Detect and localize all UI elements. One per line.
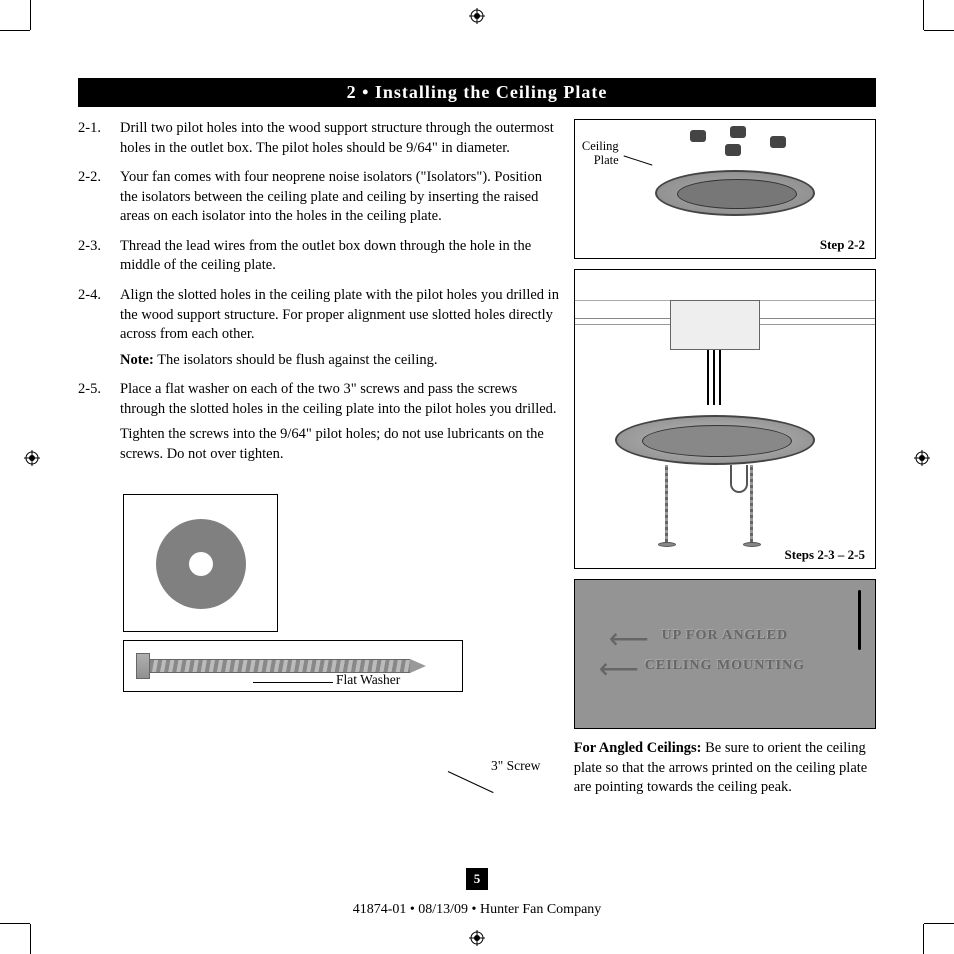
figure-caption: Step 2-2 bbox=[816, 236, 869, 254]
flat-washer-figure bbox=[123, 494, 278, 632]
screw-icon bbox=[750, 465, 753, 545]
isolator-icon bbox=[770, 136, 786, 148]
callout-line bbox=[253, 682, 333, 683]
screw-figure bbox=[123, 640, 463, 692]
crop-mark bbox=[923, 0, 924, 30]
note-label: Note: bbox=[120, 352, 154, 368]
figures-column: Ceiling Plate Step 2-2 bbox=[574, 119, 876, 798]
figure-caption: Steps 2-3 – 2-5 bbox=[780, 546, 869, 564]
registration-mark-icon bbox=[469, 930, 485, 946]
plate-inner-icon bbox=[677, 179, 797, 209]
wire-icon bbox=[858, 590, 861, 650]
instructions-column: 2-1. Drill two pilot holes into the wood… bbox=[78, 119, 562, 798]
callout-line bbox=[623, 155, 652, 165]
crop-mark bbox=[0, 923, 30, 924]
figure-steps-2-3-2-5: Steps 2-3 – 2-5 bbox=[574, 269, 876, 569]
step-text: Align the slotted holes in the ceiling p… bbox=[120, 286, 562, 370]
figure-step-2-2: Ceiling Plate Step 2-2 bbox=[574, 119, 876, 259]
hook-icon bbox=[730, 465, 748, 493]
step-2-1: 2-1. Drill two pilot holes into the wood… bbox=[78, 119, 562, 158]
step-2-4: 2-4. Align the slotted holes in the ceil… bbox=[78, 286, 562, 370]
flat-washer-label: Flat Washer bbox=[336, 672, 400, 688]
registration-mark-icon bbox=[24, 450, 40, 466]
outlet-box-icon bbox=[670, 300, 760, 350]
crop-mark bbox=[0, 30, 30, 31]
content-columns: 2-1. Drill two pilot holes into the wood… bbox=[78, 107, 876, 798]
crop-mark bbox=[30, 0, 31, 30]
washer-icon bbox=[743, 542, 761, 547]
step-number: 2-4. bbox=[78, 286, 120, 370]
page-number: 5 bbox=[466, 868, 488, 890]
wire-icon bbox=[707, 350, 709, 405]
isolator-icon bbox=[725, 144, 741, 156]
plate-engraving-text: CEILING MOUNTING bbox=[575, 658, 875, 674]
step-text: Your fan comes with four neoprene noise … bbox=[120, 168, 562, 227]
step-body-text: Align the slotted holes in the ceiling p… bbox=[120, 287, 559, 342]
registration-mark-icon bbox=[469, 8, 485, 24]
step-2-3: 2-3. Thread the lead wires from the outl… bbox=[78, 237, 562, 276]
isolator-icon bbox=[730, 126, 746, 138]
angled-bold: For Angled Ceilings: bbox=[574, 740, 705, 756]
page-content: 2 • Installing the Ceiling Plate 2-1. Dr… bbox=[78, 78, 876, 904]
step-extra-text: Tighten the screws into the 9/64" pilot … bbox=[120, 425, 562, 464]
step-2-5: 2-5. Place a flat washer on each of the … bbox=[78, 380, 562, 464]
isolator-icon bbox=[690, 130, 706, 142]
washer-icon bbox=[156, 519, 246, 609]
step-number: 2-2. bbox=[78, 168, 120, 227]
washer-icon bbox=[658, 542, 676, 547]
note-text: The isolators should be flush against th… bbox=[154, 352, 438, 368]
step-text: Place a flat washer on each of the two 3… bbox=[120, 380, 562, 464]
wire-icon bbox=[713, 350, 715, 405]
wire-icon bbox=[719, 350, 721, 405]
screw-head-icon bbox=[136, 653, 150, 679]
plate-inner-icon bbox=[642, 425, 792, 457]
screw-tip-icon bbox=[410, 659, 426, 673]
plate-engraving-text: UP FOR ANGLED bbox=[575, 628, 875, 644]
step-body-text: Place a flat washer on each of the two 3… bbox=[120, 381, 557, 417]
screw-icon bbox=[665, 465, 668, 545]
step-number: 2-5. bbox=[78, 380, 120, 464]
angled-ceiling-note: For Angled Ceilings: Be sure to orient t… bbox=[574, 739, 876, 798]
step-number: 2-3. bbox=[78, 237, 120, 276]
crop-mark bbox=[924, 923, 954, 924]
ceiling-plate-icon bbox=[655, 170, 815, 216]
screw-label: 3" Screw bbox=[491, 758, 540, 774]
crop-mark bbox=[30, 924, 31, 954]
step-text: Drill two pilot holes into the wood supp… bbox=[120, 119, 562, 158]
step-2-2: 2-2. Your fan comes with four neoprene n… bbox=[78, 168, 562, 227]
step-note: Note: The isolators should be flush agai… bbox=[120, 351, 562, 371]
step-number: 2-1. bbox=[78, 119, 120, 158]
registration-mark-icon bbox=[914, 450, 930, 466]
washer-hole bbox=[189, 552, 213, 576]
crop-mark bbox=[923, 924, 924, 954]
ceiling-plate-label: Ceiling Plate bbox=[573, 140, 619, 168]
crop-mark bbox=[924, 30, 954, 31]
ceiling-plate-icon bbox=[615, 415, 815, 465]
figure-angled-ceiling: ⟵ ⟵ UP FOR ANGLED CEILING MOUNTING bbox=[574, 579, 876, 729]
section-title: 2 • Installing the Ceiling Plate bbox=[78, 78, 876, 107]
step-text: Thread the lead wires from the outlet bo… bbox=[120, 237, 562, 276]
footer-text: 41874-01 • 08/13/09 • Hunter Fan Company bbox=[78, 902, 876, 918]
